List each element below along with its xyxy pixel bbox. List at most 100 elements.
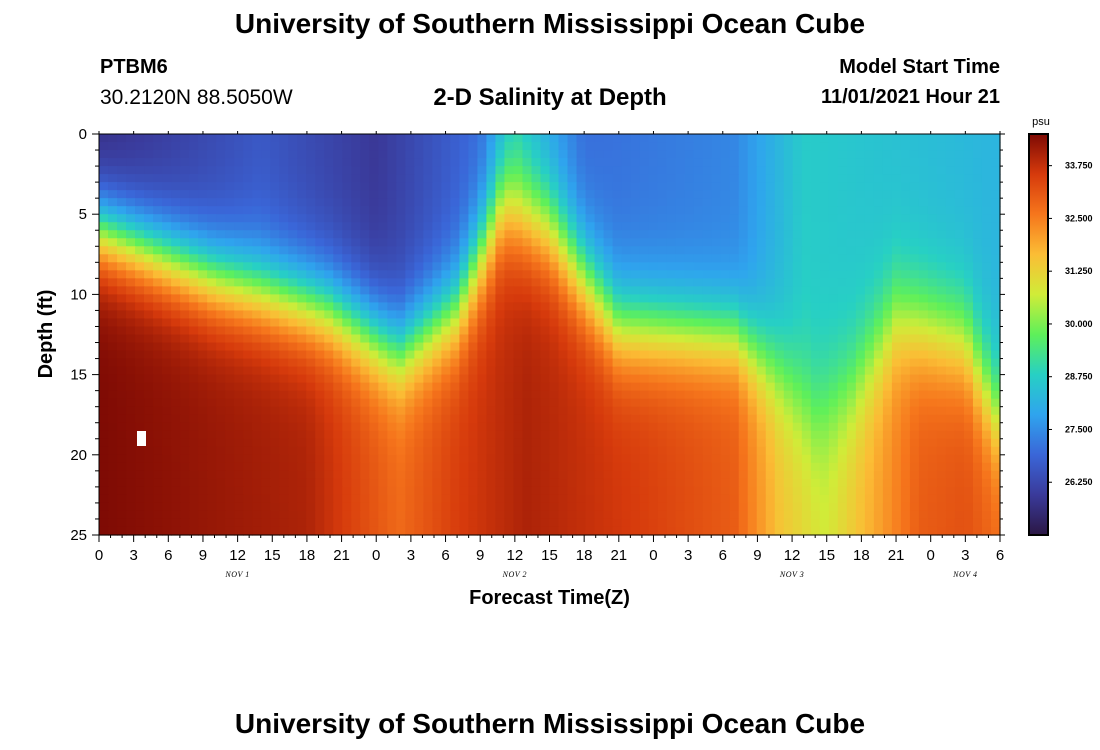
heatmap-cell [108, 198, 118, 207]
heatmap-cell [405, 342, 415, 352]
heatmap-cell [729, 238, 740, 247]
heatmap-cell [936, 494, 947, 504]
heatmap-cell [747, 382, 758, 392]
heatmap-cell [756, 270, 767, 279]
heatmap-cell [828, 294, 839, 304]
heatmap-cell [522, 310, 533, 320]
heatmap-cell [846, 390, 857, 400]
heatmap-cell [117, 502, 127, 512]
heatmap-cell [576, 350, 587, 360]
heatmap-cell [792, 222, 803, 231]
heatmap-cell [117, 518, 127, 528]
heatmap-cell [459, 182, 470, 191]
heatmap-cell [837, 150, 848, 159]
heatmap-cell [675, 270, 686, 279]
heatmap-cell [891, 278, 902, 287]
heatmap-cell [774, 454, 785, 464]
heatmap-cell [99, 334, 109, 344]
heatmap-cell [153, 406, 163, 416]
heatmap-cell [909, 382, 920, 392]
heatmap-cell [450, 230, 460, 239]
heatmap-cell [261, 334, 271, 344]
heatmap-cell [792, 238, 803, 247]
heatmap-cell [495, 422, 506, 432]
heatmap-cell [360, 438, 370, 448]
heatmap-cell [261, 398, 271, 408]
heatmap-cell [801, 502, 812, 512]
heatmap-cell [891, 406, 902, 416]
heatmap-cell [198, 518, 208, 528]
heatmap-cell [945, 422, 956, 432]
heatmap-cell [657, 150, 668, 159]
heatmap-cell [414, 462, 424, 472]
heatmap-cell [108, 206, 118, 215]
heatmap-cell [153, 310, 163, 320]
heatmap-cell [648, 206, 659, 215]
heatmap-cell [495, 198, 506, 207]
heatmap-cell [180, 526, 190, 536]
heatmap-cell [270, 398, 280, 408]
heatmap-cell [639, 438, 650, 448]
heatmap-cell [243, 262, 253, 271]
heatmap-cell [144, 222, 154, 231]
heatmap-cell [126, 198, 136, 207]
heatmap-cell [918, 342, 929, 352]
heatmap-cell [558, 166, 569, 175]
heatmap-cell [576, 254, 587, 263]
heatmap-cell [819, 406, 830, 416]
heatmap-cell [495, 150, 506, 159]
heatmap-cell [792, 214, 803, 223]
heatmap-cell [594, 222, 605, 231]
heatmap-cell [405, 446, 415, 456]
heatmap-cell [909, 142, 920, 151]
heatmap-cell [117, 326, 127, 336]
heatmap-cell [351, 254, 361, 263]
heatmap-cell [486, 518, 497, 528]
heatmap-cell [513, 470, 524, 480]
heatmap-cell [540, 150, 551, 159]
heatmap-cell [918, 406, 929, 416]
heatmap-cell [99, 374, 109, 384]
heatmap-cell [549, 390, 560, 400]
heatmap-cell [486, 414, 497, 424]
heatmap-cell [207, 342, 217, 352]
heatmap-cell [414, 254, 424, 263]
heatmap-cell [783, 334, 794, 344]
heatmap-cell [747, 254, 758, 263]
heatmap-cell [351, 502, 361, 512]
heatmap-cell [360, 222, 370, 231]
heatmap-cell [333, 502, 343, 512]
heatmap-cell [207, 502, 217, 512]
heatmap-cell [342, 398, 352, 408]
heatmap-cell [684, 342, 695, 352]
heatmap-cell [648, 382, 659, 392]
heatmap-cell [567, 214, 578, 223]
heatmap-cell [657, 318, 668, 328]
heatmap-cell [261, 422, 271, 432]
heatmap-cell [567, 286, 578, 295]
heatmap-cell [891, 358, 902, 368]
heatmap-cell [360, 254, 370, 263]
heatmap-cell [180, 134, 190, 143]
heatmap-cell [441, 342, 451, 352]
heatmap-cell [522, 190, 533, 199]
heatmap-cell [297, 238, 307, 247]
heatmap-cell [648, 310, 659, 320]
heatmap-cell [558, 502, 569, 512]
heatmap-cell [756, 230, 767, 239]
heatmap-cell [792, 342, 803, 352]
heatmap-cell [720, 398, 731, 408]
heatmap-cell [954, 230, 965, 239]
heatmap-cell [810, 430, 821, 440]
heatmap-cell [243, 190, 253, 199]
heatmap-cell [207, 318, 217, 328]
heatmap-cell [558, 222, 569, 231]
heatmap-cell [810, 150, 821, 159]
heatmap-cell [261, 294, 271, 304]
heatmap-cell [234, 158, 244, 167]
heatmap-cell [774, 150, 785, 159]
heatmap-cell [648, 238, 659, 247]
heatmap-cell [927, 438, 938, 448]
heatmap-cell [630, 190, 641, 199]
heatmap-cell [378, 398, 388, 408]
